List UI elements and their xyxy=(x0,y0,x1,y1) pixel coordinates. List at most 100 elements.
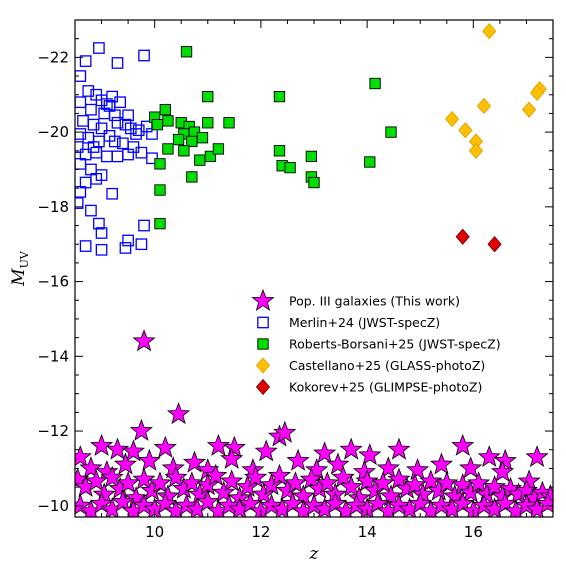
diamond-point xyxy=(529,84,545,102)
square-point xyxy=(194,154,206,166)
star-point xyxy=(429,493,454,516)
star-point xyxy=(244,465,268,488)
star-point xyxy=(459,480,483,503)
star-point xyxy=(323,491,347,514)
square-point xyxy=(75,141,84,153)
square-point xyxy=(93,42,105,54)
legend-label: Kokorev+25 (GLIMPSE-photoZ) xyxy=(289,380,482,395)
square-point xyxy=(138,49,150,62)
square-point xyxy=(273,90,286,103)
star-point xyxy=(403,473,427,496)
series-4 xyxy=(455,228,502,253)
star-point xyxy=(116,471,140,494)
square-point xyxy=(85,204,97,217)
star-point xyxy=(315,471,339,494)
series-2 xyxy=(149,46,397,230)
y-tick-label: −10 xyxy=(37,497,69,515)
star-point xyxy=(111,489,135,512)
star-point xyxy=(281,491,305,514)
square-point xyxy=(154,184,166,196)
y-tick-label: −20 xyxy=(37,123,69,141)
star-point xyxy=(467,471,491,494)
star-point xyxy=(326,452,350,475)
star-point xyxy=(267,463,292,486)
square-point xyxy=(82,85,95,97)
square-point xyxy=(106,187,119,200)
x-tick-label: 16 xyxy=(464,523,483,541)
star-point xyxy=(358,443,382,466)
square-point xyxy=(79,240,92,252)
axes: 10 12 14 16 −10 −12 −14 −16 −18 −20 −22 z MUV xyxy=(9,19,554,564)
diamond-point xyxy=(444,110,460,128)
star-point xyxy=(339,437,363,460)
star-point xyxy=(302,493,326,516)
star-point xyxy=(451,433,475,456)
star-point xyxy=(387,493,411,516)
star-point xyxy=(204,463,228,486)
square-point xyxy=(119,242,132,254)
square-point xyxy=(385,126,397,138)
star-point xyxy=(220,446,244,469)
square-point xyxy=(111,57,124,69)
square-point xyxy=(87,118,100,131)
square-point xyxy=(204,150,217,163)
star-point xyxy=(514,493,538,516)
star-point xyxy=(273,420,297,443)
square-point xyxy=(196,132,209,144)
star-point xyxy=(167,402,191,425)
series-1 xyxy=(75,42,158,256)
legend-label: Castellano+25 (GLASS-photoZ) xyxy=(289,358,485,373)
square-point xyxy=(154,218,166,230)
square-point xyxy=(223,117,235,129)
star-point xyxy=(406,458,430,481)
y-tick-label: −22 xyxy=(37,48,69,66)
star-point xyxy=(525,445,549,468)
star-point xyxy=(387,467,411,490)
star-point xyxy=(371,471,395,494)
legend-marker xyxy=(255,378,271,396)
diamond-point xyxy=(482,23,497,40)
star-point xyxy=(283,471,307,494)
square-point xyxy=(95,122,108,135)
legend: Pop. III galaxies (This work) Merlin+24 (… xyxy=(251,288,501,396)
star-point xyxy=(79,456,103,479)
star-point xyxy=(180,471,204,494)
square-point xyxy=(90,172,103,185)
square-point xyxy=(162,143,174,155)
star-point xyxy=(376,456,400,479)
star-point xyxy=(100,465,124,488)
star-point xyxy=(132,329,156,352)
star-point xyxy=(259,473,284,496)
star-point xyxy=(236,474,260,497)
square-point xyxy=(369,77,381,90)
star-point xyxy=(429,452,454,475)
square-point xyxy=(103,100,116,112)
star-point xyxy=(251,482,276,505)
diamond-point xyxy=(522,101,537,118)
star-point xyxy=(212,480,236,503)
square-point xyxy=(75,197,84,209)
legend-label: Merlin+24 (JWST-specZ) xyxy=(289,315,440,330)
star-point xyxy=(259,493,284,516)
square-point xyxy=(364,156,376,168)
star-point xyxy=(536,491,553,514)
square-point xyxy=(87,141,100,153)
square-point xyxy=(108,135,121,148)
star-point xyxy=(286,448,310,471)
square-point xyxy=(75,96,87,109)
square-point xyxy=(305,150,317,163)
square-point xyxy=(308,176,320,189)
square-point xyxy=(186,135,198,148)
square-point xyxy=(202,90,214,103)
square-point xyxy=(101,150,113,163)
x-tick-label: 12 xyxy=(251,523,270,541)
star-point xyxy=(477,445,501,468)
x-axis-label: z xyxy=(309,544,320,564)
square-point xyxy=(85,103,97,116)
star-point xyxy=(132,493,156,516)
star-point xyxy=(355,469,379,492)
star-point xyxy=(196,473,220,496)
square-point xyxy=(135,238,148,251)
square-point xyxy=(122,109,134,122)
x-tick-label: 14 xyxy=(358,523,377,541)
